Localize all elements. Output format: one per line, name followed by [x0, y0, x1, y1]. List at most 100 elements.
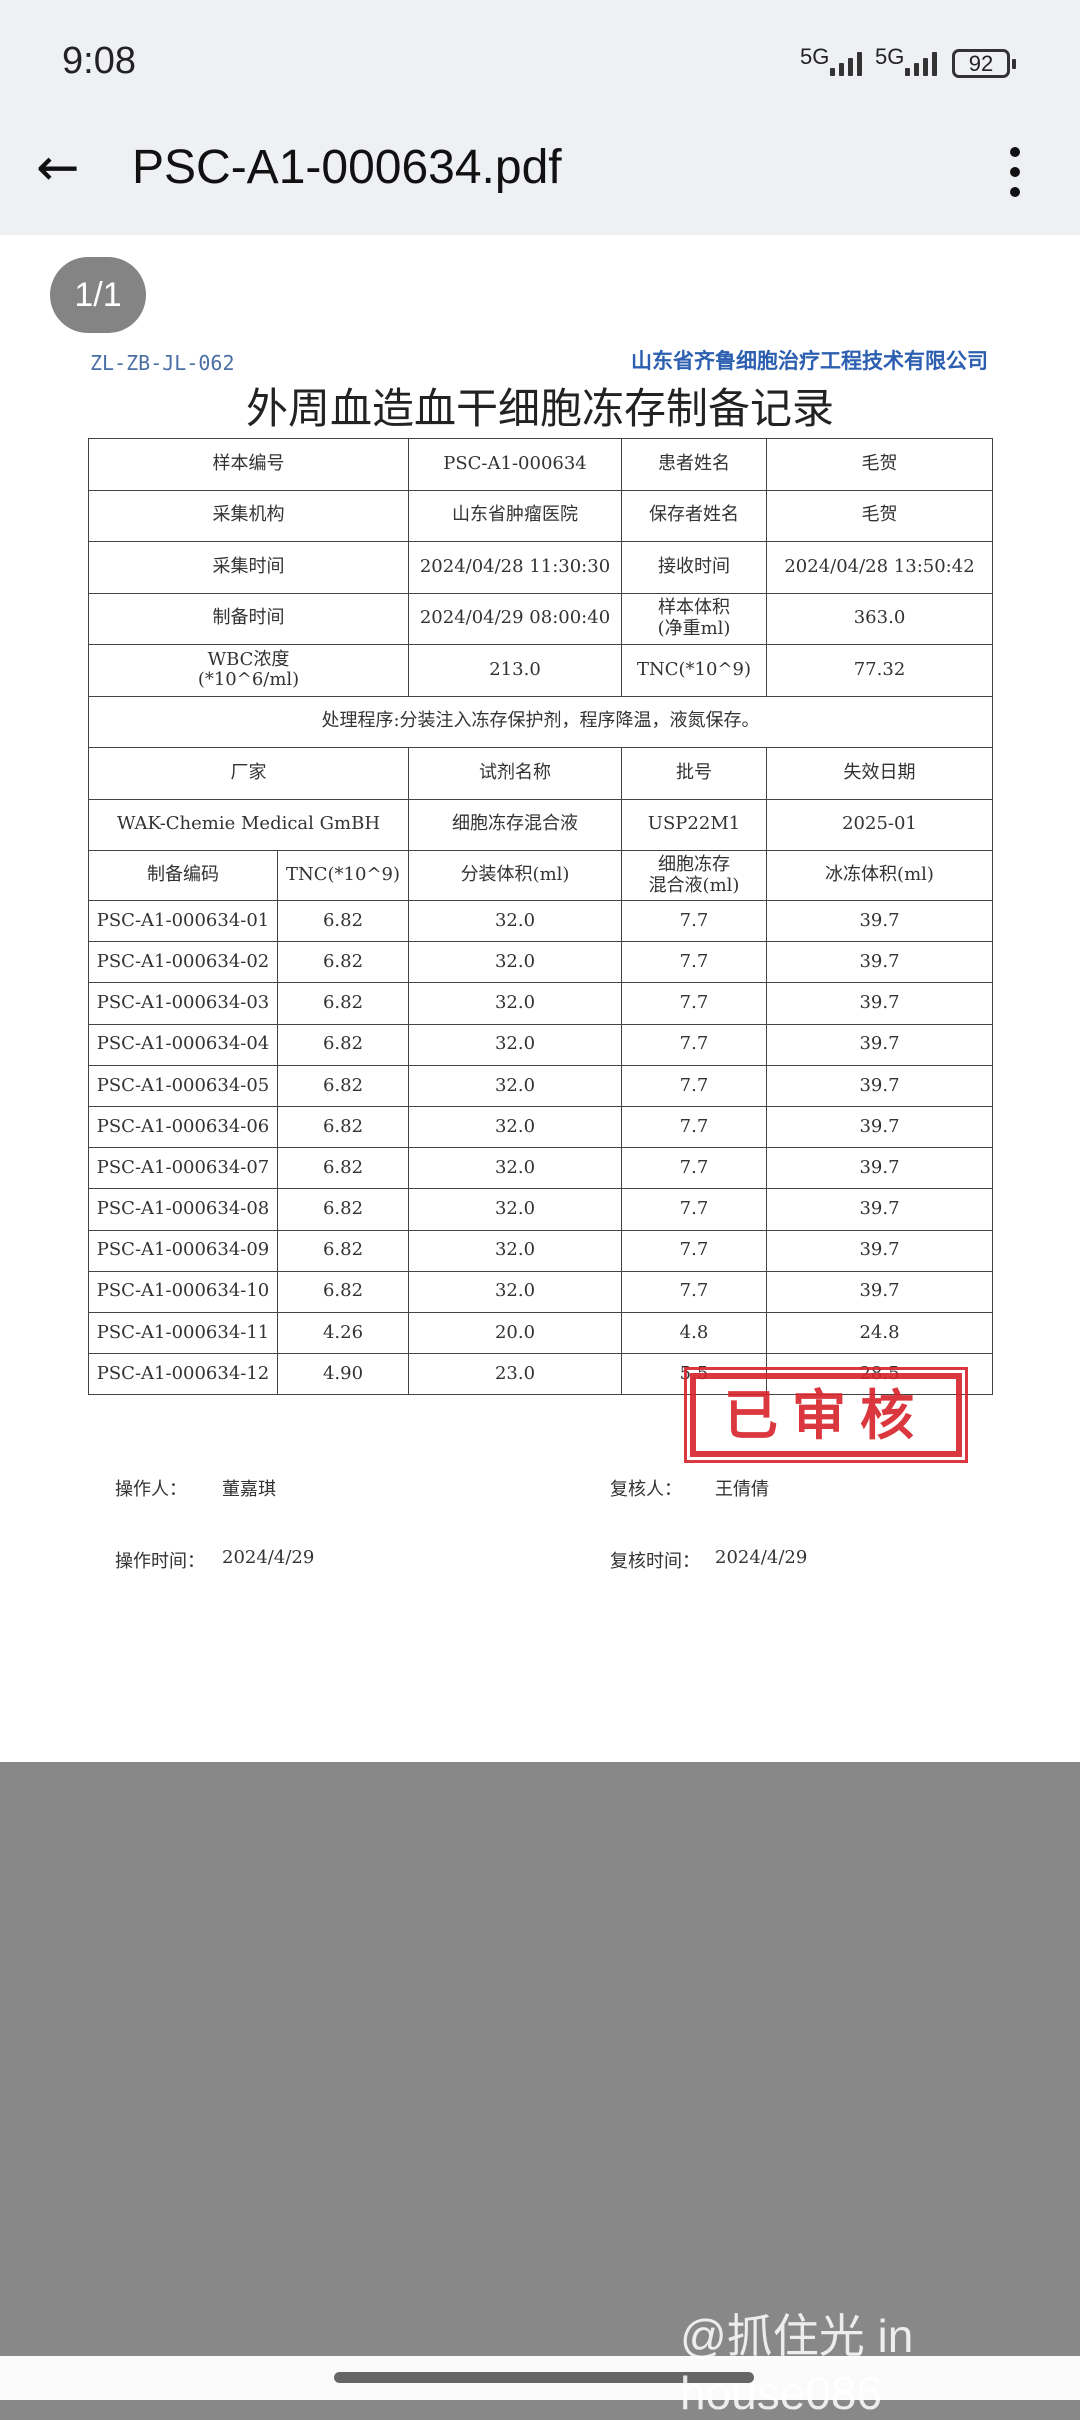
table-cell: 7.7	[621, 1270, 767, 1313]
aliquot-header-row: 制备编码 TNC(*10^9) 分装体积(ml) 细胞冻存 混合液(ml) 冰冻体积(m…	[88, 850, 993, 901]
info-value: 213.0	[408, 644, 622, 697]
watermark: @抓住光 in house086	[680, 2310, 914, 2419]
operator-name: 董嘉琪	[222, 1479, 276, 1500]
table-cell: 32.0	[408, 1147, 622, 1190]
battery-icon: 92	[952, 49, 1016, 78]
page-indicator: 1/1	[50, 257, 146, 333]
table-cell: 7.7	[621, 1064, 767, 1107]
more-options-icon[interactable]	[1000, 142, 1030, 202]
table-cell: 7.7	[621, 1229, 767, 1272]
table-cell: PSC-A1-000634-01	[88, 899, 278, 943]
expiry-date: 2025-01	[766, 798, 993, 851]
table-row: PSC-A1-000634-04 6.82 32.0 7.7 39.7	[88, 1023, 993, 1066]
table-row: PSC-A1-000634-08 6.82 32.0 7.7 39.7	[88, 1188, 993, 1231]
table-cell: 6.82	[277, 1270, 409, 1313]
table-cell: 32.0	[408, 941, 622, 984]
table-cell: 6.82	[277, 941, 409, 984]
header-cell: 失效日期	[766, 747, 993, 800]
batch-number: USP22M1	[621, 798, 767, 851]
table-cell: 39.7	[766, 899, 993, 943]
table-cell: PSC-A1-000634-12	[88, 1353, 278, 1396]
app-bar: ← PSC-A1-000634.pdf	[0, 120, 1080, 235]
info-value: 毛贺	[766, 438, 993, 491]
table-cell: 6.82	[277, 899, 409, 943]
info-label: 保存者姓名	[621, 489, 767, 542]
header-cell: 制备编码	[88, 850, 278, 901]
operation-time-label: 操作时间：	[115, 1551, 205, 1572]
status-bar: 9:08 5G 5G 92	[0, 0, 1080, 120]
table-cell: PSC-A1-000634-07	[88, 1147, 278, 1190]
table-cell: PSC-A1-000634-06	[88, 1105, 278, 1149]
clock: 9:08	[62, 40, 136, 82]
info-row: 采集时间 2024/04/28 11:30:30 接收时间 2024/04/28 13…	[88, 541, 993, 594]
table-cell: 39.7	[766, 1105, 993, 1149]
sim1-label: 5G	[800, 44, 830, 69]
home-gesture-handle[interactable]	[334, 2372, 754, 2383]
info-value: 2024/04/28 13:50:42	[766, 541, 993, 594]
table-cell: 6.82	[277, 1147, 409, 1190]
table-cell: 20.0	[408, 1311, 622, 1355]
navigation-bar	[0, 2356, 1080, 2400]
table-cell: 7.7	[621, 1188, 767, 1231]
table-cell: 7.7	[621, 1105, 767, 1149]
reagent-name: 细胞冻存混合液	[408, 798, 622, 851]
review-time: 2024/4/29	[715, 1547, 808, 1568]
table-cell: 6.82	[277, 1105, 409, 1149]
info-row: 采集机构 山东省肿瘤医院 保存者姓名 毛贺	[88, 489, 993, 542]
table-cell: PSC-A1-000634-08	[88, 1188, 278, 1231]
manufacturer: WAK-Chemie Medical GmBH	[88, 798, 409, 851]
header-cell: 批号	[621, 747, 767, 800]
table-cell: 39.7	[766, 1023, 993, 1066]
table-cell: 6.82	[277, 1229, 409, 1272]
table-row: PSC-A1-000634-02 6.82 32.0 7.7 39.7	[88, 941, 993, 984]
table-cell: 32.0	[408, 1064, 622, 1107]
reviewer-name: 王倩倩	[715, 1479, 769, 1500]
table-cell: 39.7	[766, 1188, 993, 1231]
info-value: PSC-A1-000634	[408, 438, 622, 491]
procedure-text: 处理程序:分装注入冻存保护剂，程序降温，液氮保存。	[88, 695, 993, 748]
table-row: PSC-A1-000634-05 6.82 32.0 7.7 39.7	[88, 1064, 993, 1107]
info-table: 样本编号 PSC-A1-000634 患者姓名 毛贺 采集机构 山东省肿瘤医院 保存者姓名毛…	[88, 438, 993, 851]
table-cell: 32.0	[408, 1023, 622, 1066]
info-label: 患者姓名	[621, 438, 767, 491]
table-cell: 6.82	[277, 1188, 409, 1231]
table-cell: 39.7	[766, 1229, 993, 1272]
back-arrow-icon[interactable]: ←	[36, 138, 80, 198]
header-cell: 分装体积(ml)	[408, 850, 622, 901]
info-value: 毛贺	[766, 489, 993, 542]
info-label: WBC浓度 (*10^6/ml)	[88, 644, 409, 697]
sim2-label: 5G	[875, 44, 905, 69]
table-cell: 6.82	[277, 1064, 409, 1107]
info-row: WBC浓度 (*10^6/ml) 213.0 TNC(*10^9) 77.32	[88, 644, 993, 697]
table-cell: 6.82	[277, 982, 409, 1025]
info-label: 样本体积 (净重ml)	[621, 592, 767, 645]
info-label: 采集机构	[88, 489, 409, 542]
table-row: PSC-A1-000634-10 6.82 32.0 7.7 39.7	[88, 1270, 993, 1313]
reviewer-label: 复核人：	[610, 1479, 682, 1500]
table-cell: 7.7	[621, 1147, 767, 1190]
table-cell: PSC-A1-000634-11	[88, 1311, 278, 1355]
table-cell: PSC-A1-000634-09	[88, 1229, 278, 1272]
table-cell: 39.7	[766, 941, 993, 984]
company-name: 山东省齐鲁细胞治疗工程技术有限公司	[631, 348, 988, 373]
form-code: ZL-ZB-JL-062	[90, 351, 235, 375]
info-value: 山东省肿瘤医院	[408, 489, 622, 542]
table-cell: PSC-A1-000634-10	[88, 1270, 278, 1313]
table-cell: 39.7	[766, 1064, 993, 1107]
aliquot-table: 制备编码 TNC(*10^9) 分装体积(ml) 细胞冻存 混合液(ml) 冰冻体积(m…	[88, 850, 993, 1396]
header-cell: TNC(*10^9)	[277, 850, 409, 901]
procedure-row: 处理程序:分装注入冻存保护剂，程序降温，液氮保存。	[88, 695, 993, 748]
table-cell: PSC-A1-000634-03	[88, 982, 278, 1025]
pdf-page[interactable]: 1/1 ZL-ZB-JL-062 山东省齐鲁细胞治疗工程技术有限公司 外周血造血…	[0, 235, 1080, 1762]
info-label: 接收时间	[621, 541, 767, 594]
table-cell: 32.0	[408, 982, 622, 1025]
info-label: 采集时间	[88, 541, 409, 594]
table-cell: 4.90	[277, 1353, 409, 1396]
table-row: PSC-A1-000634-06 6.82 32.0 7.7 39.7	[88, 1105, 993, 1149]
info-label: 样本编号	[88, 438, 409, 491]
info-label: TNC(*10^9)	[621, 644, 767, 697]
reagent-row: WAK-Chemie Medical GmBH 细胞冻存混合液 USP22M1 …	[88, 798, 993, 851]
table-cell: 7.7	[621, 1023, 767, 1066]
table-row: PSC-A1-000634-07 6.82 32.0 7.7 39.7	[88, 1147, 993, 1190]
signal-icon	[830, 52, 862, 76]
